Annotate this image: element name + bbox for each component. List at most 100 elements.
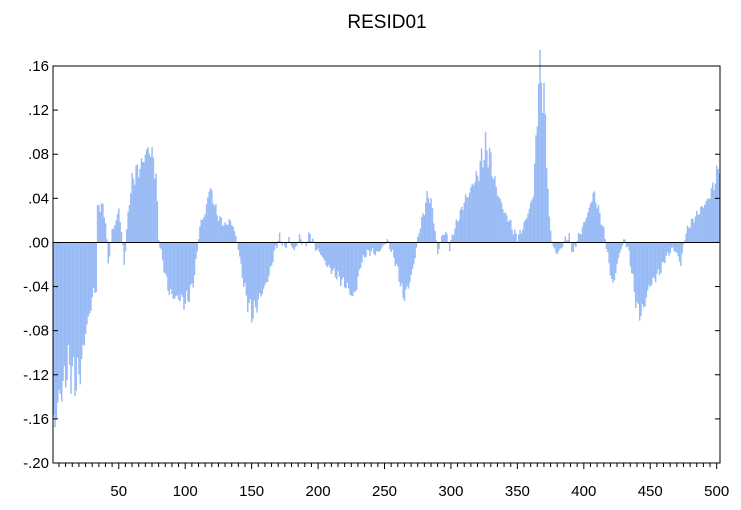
resid-bar (207, 197, 209, 243)
resid-bar (328, 242, 330, 265)
resid-bar (357, 242, 359, 277)
resid-bar (686, 225, 689, 243)
resid-bar (688, 227, 690, 243)
resid-bar (486, 150, 488, 243)
resid-bar (126, 229, 128, 243)
resid-bar (665, 242, 667, 256)
resid-bar (237, 242, 240, 250)
resid-bar (305, 242, 307, 247)
resid-bar (712, 182, 714, 243)
resid-bar (215, 203, 217, 243)
resid-bar (714, 183, 717, 243)
resid-bar (175, 242, 177, 297)
resid-bar (431, 208, 434, 243)
resid-bar (552, 242, 555, 247)
resid-bar (613, 242, 616, 281)
resid-bar (191, 242, 193, 284)
resid-bar (694, 216, 697, 243)
resid-bar (187, 242, 189, 302)
resid-bar (64, 242, 67, 388)
resid-bar (661, 242, 664, 263)
resid-bar (260, 242, 262, 297)
resid-bar (565, 240, 568, 243)
resid-bar (181, 242, 184, 297)
resid-bar (309, 234, 311, 243)
resid-bar (474, 182, 476, 243)
resid-bar (104, 223, 107, 243)
resid-bar (700, 206, 702, 243)
resid-bar (619, 242, 621, 253)
resid-bar (197, 239, 200, 243)
resid-bar (385, 242, 387, 245)
resid-bar (442, 234, 444, 243)
resid-bar (347, 242, 350, 289)
resid-bar (551, 241, 553, 243)
resid-bar (208, 191, 210, 243)
resid-bar (451, 234, 454, 243)
resid-bar (654, 242, 657, 283)
resid-bar (91, 242, 94, 298)
resid-bar (698, 214, 701, 243)
y-tick-label: .00 (28, 234, 49, 251)
resid-bar (690, 218, 693, 243)
resid-bar (636, 242, 638, 302)
resid-bar (200, 219, 202, 243)
resid-bar (58, 242, 60, 390)
resid-bar (617, 242, 620, 259)
resid-bar (402, 242, 404, 299)
resid-bar (318, 242, 321, 253)
resid-bar (484, 132, 487, 243)
resid-bar (351, 242, 354, 297)
resid-bar (689, 227, 691, 243)
resid-bar (557, 242, 560, 252)
resid-bar (545, 168, 548, 243)
resid-bar (502, 208, 504, 243)
resid-bar (256, 242, 258, 313)
resid-bar (709, 198, 711, 243)
resid-bar (649, 242, 652, 287)
resid-bar (571, 242, 573, 253)
resid-bar (568, 233, 571, 243)
resid-bar (153, 178, 156, 243)
resid-bar (223, 225, 225, 243)
resid-bar (387, 241, 390, 243)
y-tick-label: -.04 (23, 279, 49, 296)
resid-bar (713, 190, 715, 243)
resid-bar (367, 242, 370, 251)
resid-bar (632, 242, 634, 275)
resid-bar (300, 239, 302, 243)
resid-bar (526, 218, 528, 243)
resid-bar (637, 242, 640, 305)
resid-bar (288, 236, 290, 243)
resid-bar (674, 242, 677, 252)
resid-bar (593, 191, 596, 243)
resid-bar (184, 242, 187, 304)
resid-bar (676, 242, 678, 253)
resid-bar (685, 233, 687, 243)
resid-bar (366, 242, 369, 250)
resid-bar (532, 196, 535, 243)
resid-bar (522, 229, 524, 243)
resid-bar (168, 242, 171, 295)
resid-bar (235, 235, 237, 243)
resid-bar (156, 201, 159, 243)
resid-bar (378, 242, 381, 252)
resid-bar (233, 231, 236, 243)
resid-bar (579, 233, 581, 243)
resid-bar (362, 242, 365, 255)
resid-bar (580, 234, 582, 243)
y-tick-label: .12 (28, 102, 49, 119)
resid-bar (705, 201, 707, 243)
resid-bar (96, 205, 99, 243)
resid-bar (581, 226, 584, 243)
resid-bar (540, 82, 543, 243)
resid-bar (276, 242, 278, 249)
resid-bar (176, 242, 179, 296)
resid-bar (80, 242, 83, 359)
resid-bar (383, 242, 386, 245)
resid-bar (371, 242, 374, 249)
resid-bar (86, 242, 88, 325)
resid-bar (337, 242, 339, 272)
resid-bar (620, 242, 622, 250)
resid-bar (272, 242, 274, 263)
